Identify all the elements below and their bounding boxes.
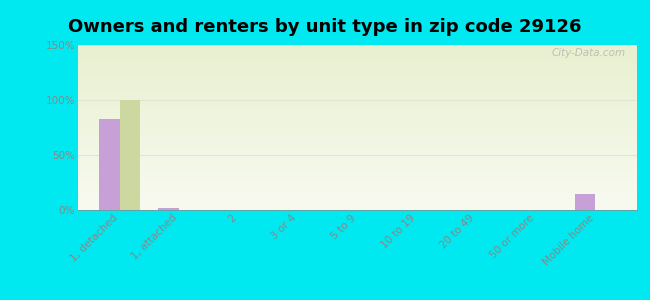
- Text: Owners and renters by unit type in zip code 29126: Owners and renters by unit type in zip c…: [68, 18, 582, 36]
- Text: City-Data.com: City-Data.com: [552, 48, 626, 58]
- Bar: [99, 119, 120, 210]
- Bar: [575, 194, 595, 210]
- Bar: [159, 208, 179, 210]
- Bar: [120, 100, 140, 210]
